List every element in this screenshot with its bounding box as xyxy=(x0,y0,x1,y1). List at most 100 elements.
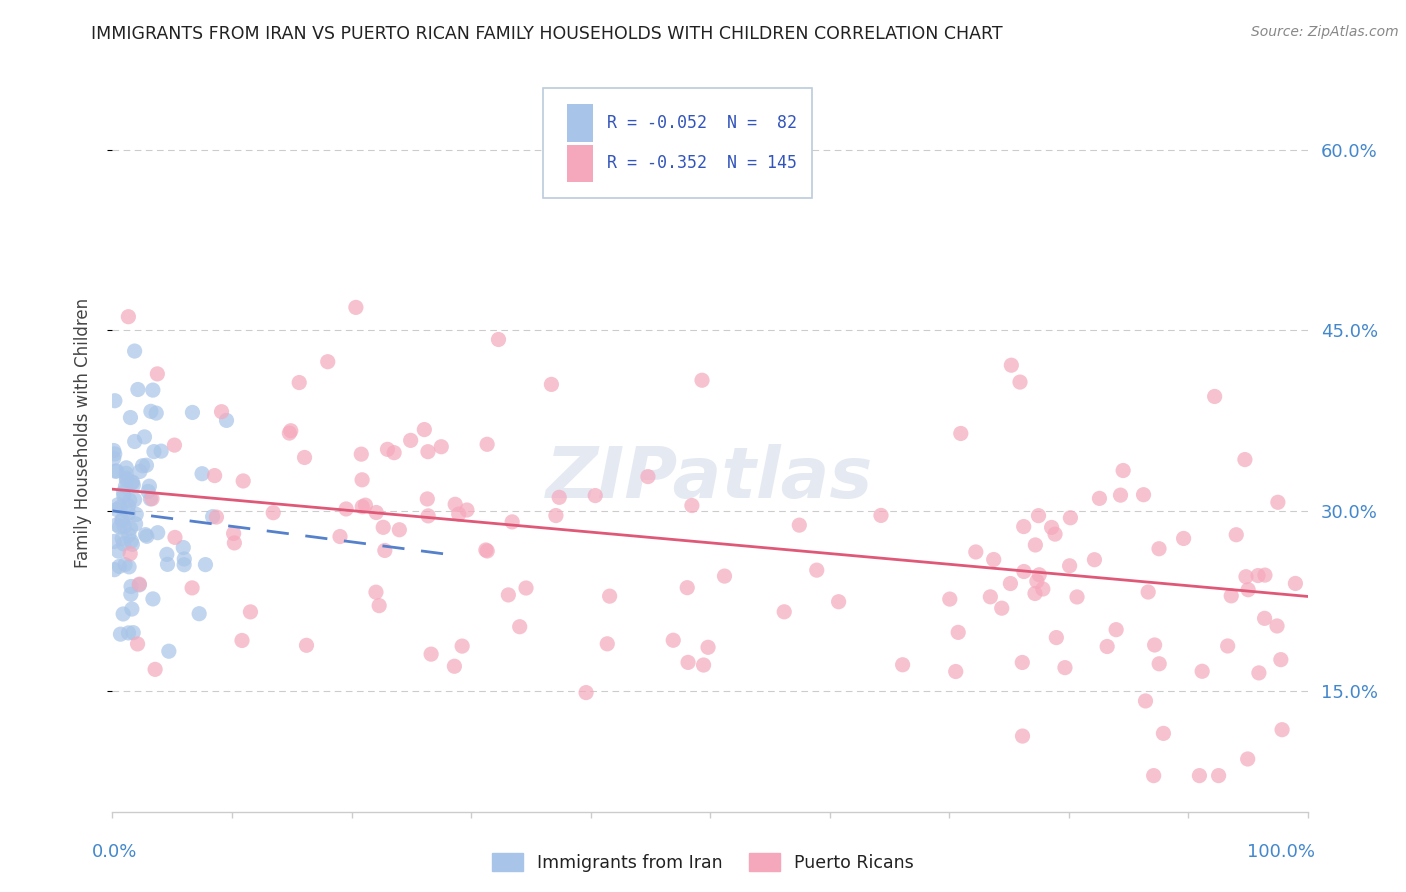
Point xyxy=(1147,657,1170,671)
Point xyxy=(122,478,145,492)
Point xyxy=(120,534,142,549)
Point xyxy=(488,333,510,347)
Point xyxy=(110,500,132,514)
Point xyxy=(1053,660,1076,674)
Point xyxy=(111,513,134,527)
Point xyxy=(134,527,156,541)
Point xyxy=(352,500,374,514)
Point xyxy=(1008,375,1031,389)
Point xyxy=(145,406,167,420)
Point xyxy=(1271,723,1294,737)
Point xyxy=(120,579,142,593)
Point xyxy=(191,467,214,481)
Text: 0.0%: 0.0% xyxy=(91,843,136,861)
Point xyxy=(1191,665,1213,679)
Point xyxy=(352,473,374,487)
Point xyxy=(1059,510,1081,524)
Point xyxy=(114,558,136,572)
Point xyxy=(377,442,399,457)
Point xyxy=(1204,389,1226,403)
Point xyxy=(112,519,135,533)
Point xyxy=(128,577,150,591)
Point xyxy=(239,605,262,619)
Point xyxy=(143,662,166,676)
Point xyxy=(475,543,498,558)
Point xyxy=(1000,576,1022,591)
Point xyxy=(1011,656,1033,670)
Point xyxy=(112,607,135,621)
Point xyxy=(316,355,339,369)
FancyBboxPatch shape xyxy=(567,145,593,183)
Point xyxy=(141,491,163,506)
Point xyxy=(1233,452,1256,467)
Point xyxy=(1109,488,1132,502)
Point xyxy=(215,413,238,427)
Point xyxy=(156,547,179,561)
Point xyxy=(120,587,142,601)
Point xyxy=(138,479,160,493)
Point xyxy=(1011,729,1033,743)
Point xyxy=(388,523,411,537)
Point xyxy=(104,393,127,408)
Text: ZIPatlas: ZIPatlas xyxy=(547,443,873,513)
Point xyxy=(787,518,810,533)
Point xyxy=(204,468,226,483)
Point xyxy=(108,520,131,534)
Point xyxy=(676,656,699,670)
Point xyxy=(288,376,311,390)
Point xyxy=(1045,631,1067,645)
Point xyxy=(110,627,132,641)
Point xyxy=(364,585,387,599)
Point xyxy=(1208,769,1230,783)
Point xyxy=(344,301,367,315)
Point xyxy=(1225,527,1247,541)
Point xyxy=(1270,653,1292,667)
Point xyxy=(583,489,606,503)
Point xyxy=(413,423,436,437)
Point xyxy=(1040,520,1063,534)
Point xyxy=(515,581,537,595)
Point xyxy=(681,499,703,513)
Point xyxy=(111,532,134,546)
Point xyxy=(1028,508,1050,523)
Text: Source: ZipAtlas.com: Source: ZipAtlas.com xyxy=(1251,25,1399,39)
Point xyxy=(692,658,714,673)
Point xyxy=(111,513,134,527)
Text: R = -0.052  N =  82: R = -0.052 N = 82 xyxy=(607,114,797,132)
Point xyxy=(1247,568,1270,582)
Point xyxy=(1088,491,1111,506)
Point xyxy=(416,444,439,458)
Point xyxy=(1147,541,1170,556)
Point xyxy=(1024,538,1046,552)
Point xyxy=(173,558,195,572)
FancyBboxPatch shape xyxy=(543,87,811,198)
Point xyxy=(1143,769,1166,783)
Point xyxy=(1253,611,1275,625)
Point xyxy=(1220,589,1243,603)
Point xyxy=(1095,640,1118,654)
Point xyxy=(194,558,217,572)
Point xyxy=(1284,576,1306,591)
Point xyxy=(295,638,318,652)
Point xyxy=(278,426,301,441)
Point xyxy=(1135,694,1157,708)
Point xyxy=(1059,558,1081,573)
Point xyxy=(477,544,499,558)
Point xyxy=(1112,463,1135,477)
Point xyxy=(1105,623,1128,637)
Point xyxy=(373,520,395,534)
Point xyxy=(103,563,125,577)
Point xyxy=(399,434,422,448)
Point xyxy=(112,485,135,500)
Point xyxy=(201,509,224,524)
Point xyxy=(1066,590,1088,604)
Point xyxy=(1143,638,1166,652)
Point xyxy=(939,592,962,607)
Point xyxy=(222,526,245,541)
Point xyxy=(418,508,440,523)
Point xyxy=(105,502,128,516)
Point xyxy=(329,529,352,543)
Point xyxy=(117,626,139,640)
Point xyxy=(1083,552,1105,566)
Legend: Immigrants from Iran, Puerto Ricans: Immigrants from Iran, Puerto Ricans xyxy=(485,847,921,879)
